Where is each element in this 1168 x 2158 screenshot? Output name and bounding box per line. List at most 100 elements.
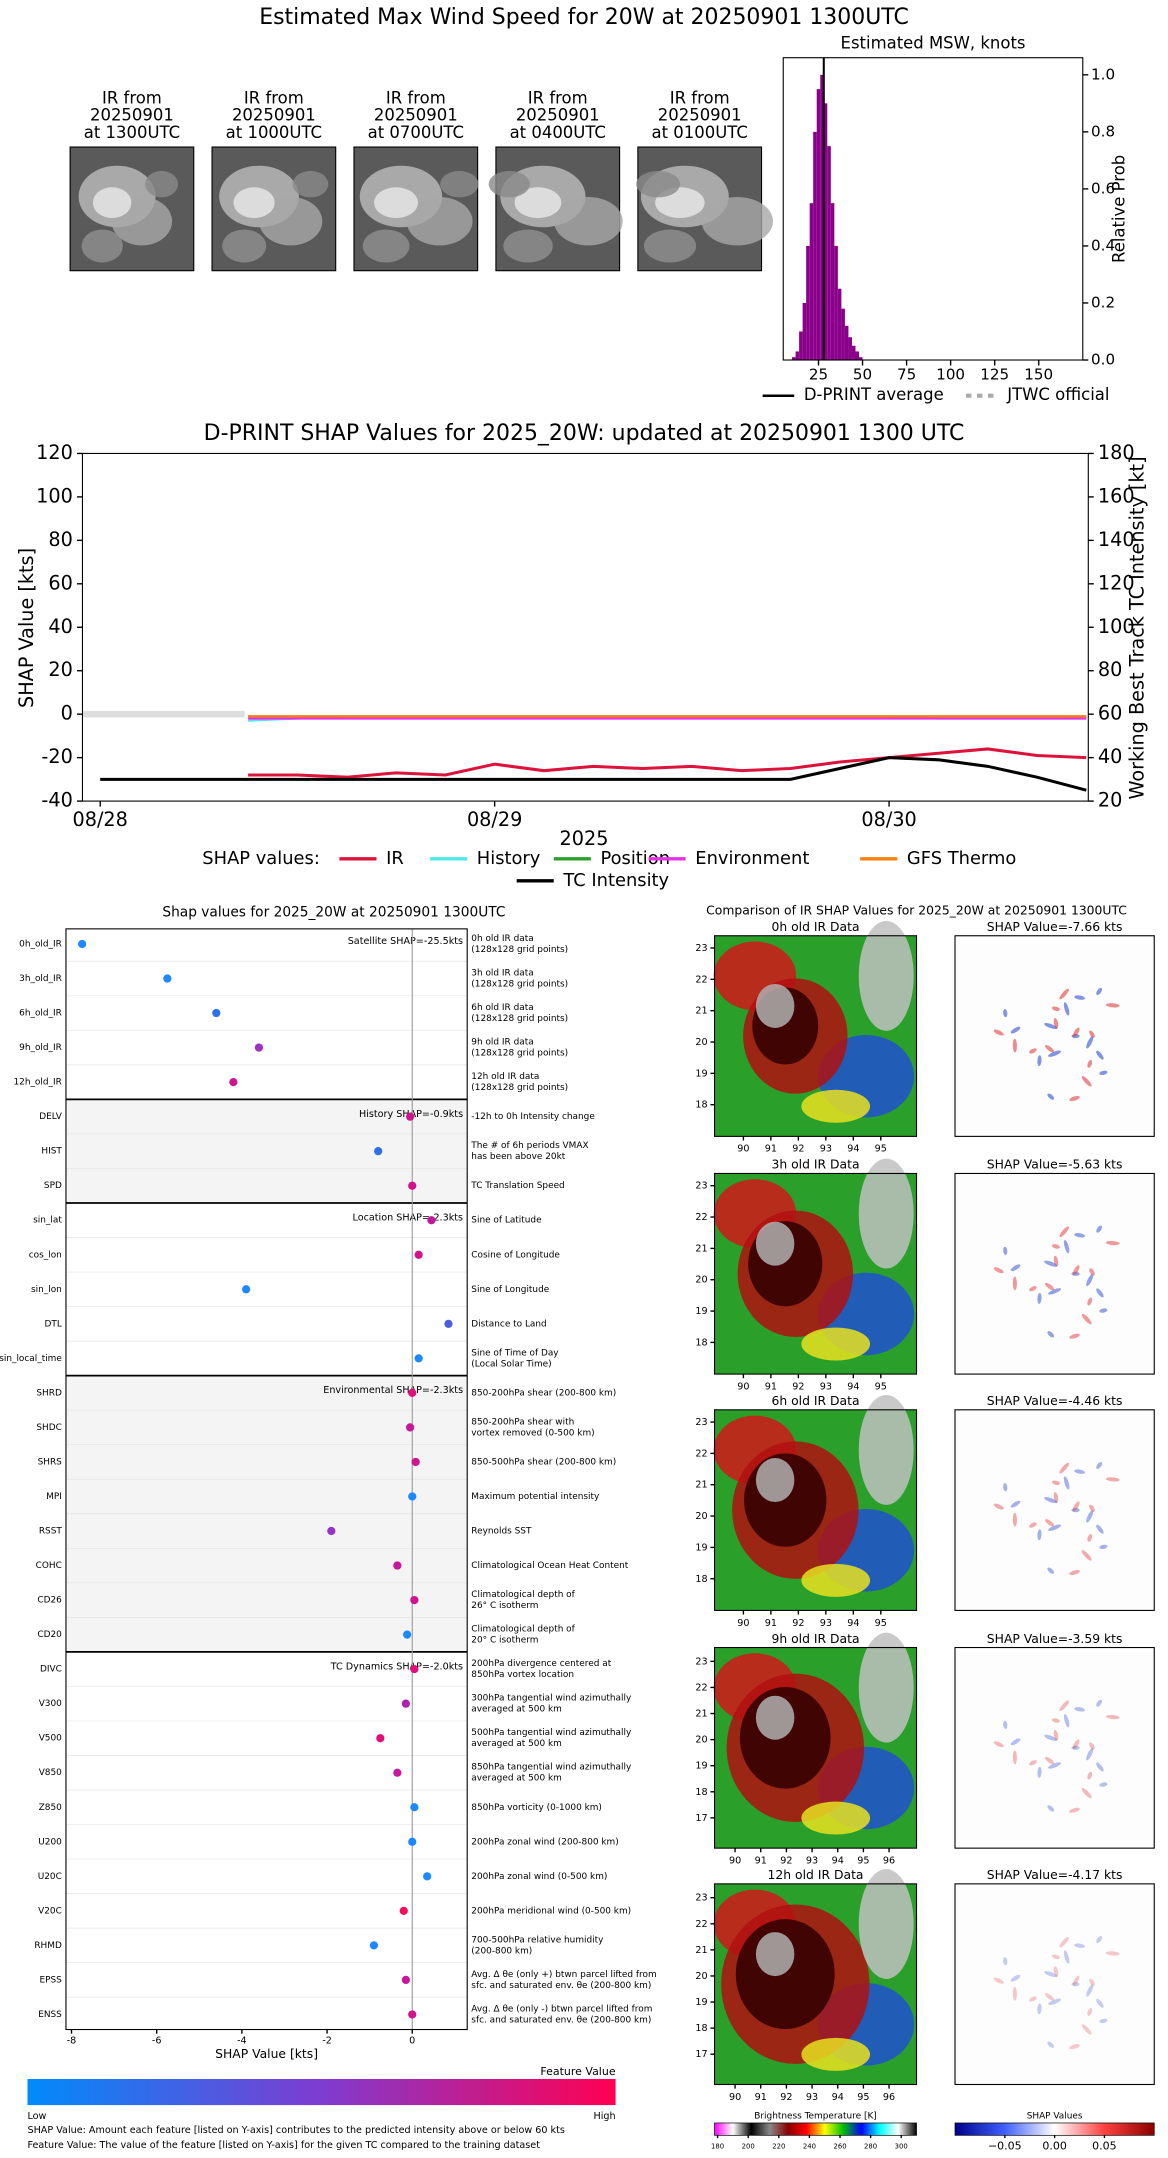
feature-description: Sine of Latitude: [471, 1216, 542, 1226]
shap-dot: [163, 974, 172, 983]
shap-feature: [1089, 1030, 1095, 1038]
ir-panel-title: 0h old IR Data: [771, 920, 859, 934]
shap-dot: [401, 1699, 410, 1708]
histogram-bar: [816, 89, 821, 361]
feature-description: Climatological Ocean Heat Content: [471, 1561, 628, 1571]
shap-feature: [993, 1977, 1004, 1984]
thumbnail-label: IR from: [386, 88, 446, 107]
x-tick-label: 94: [832, 1856, 844, 1867]
histogram-bar: [813, 131, 817, 361]
ir-frame: [713, 1172, 918, 1375]
shap-feature: [1044, 1519, 1055, 1527]
y-tick-label: 22: [695, 1212, 707, 1223]
legend-label: TC Intensity: [562, 870, 669, 891]
feature-label: V20C: [38, 1906, 62, 1916]
y-tick-label: 20: [695, 1037, 707, 1048]
shap-dot: [410, 1595, 419, 1605]
group-label: Location SHAP=-2.3kts: [353, 1212, 464, 1223]
x-tick-label: -4: [237, 2036, 247, 2047]
x-tick-label: 91: [755, 2092, 767, 2103]
y-tick-label: 0.2: [1091, 293, 1115, 311]
shap-dot: [78, 939, 87, 949]
shap-feature: [1048, 1762, 1061, 1769]
thumbnail-label: at 1300UTC: [84, 123, 180, 142]
cloud-shape: [374, 187, 419, 219]
footnote: SHAP Value: Amount each feature [listed …: [27, 2125, 564, 2136]
shap-feature: [1037, 2003, 1042, 2015]
y2-tick-label: 120: [1098, 571, 1135, 594]
shap-feature: [1010, 1264, 1021, 1272]
y-tick-label: 21: [695, 1480, 707, 1491]
shap-feature: [1037, 1055, 1042, 1067]
feature-description: Climatological depth of: [471, 1625, 575, 1635]
y-tick-label: 20: [695, 1735, 707, 1746]
shap-dot: [410, 1803, 419, 1812]
y-tick-label: 19: [695, 1997, 707, 2008]
thumbnail-label: IR from: [528, 88, 588, 107]
shap-panel-title: SHAP Value=-4.46 kts: [987, 1394, 1123, 1408]
x-tick-label: 95: [875, 1144, 887, 1155]
shap-feature: [1087, 1533, 1093, 1542]
x-tick-label: 91: [765, 1144, 777, 1155]
y-tick-label: 21: [695, 1709, 707, 1720]
y-tick-label: 22: [695, 1919, 707, 1930]
x-tick-label: 08/30: [861, 808, 916, 831]
feature-description: 850hPa tangential wind azimuthally: [471, 1763, 632, 1773]
x-tick-label: 93: [806, 2092, 818, 2103]
y-tick-label: 60: [48, 571, 72, 594]
y-tick-label: 21: [695, 1945, 707, 1956]
shap-feature: [1081, 2024, 1092, 2035]
shap-feature: [1071, 1745, 1080, 1750]
thumbnail-label: at 1000UTC: [226, 123, 322, 142]
shap-dot: [408, 1388, 417, 1398]
shap-feature: [1051, 1006, 1060, 1011]
shap-feature: [1044, 1734, 1058, 1741]
shap-feature: [1051, 1244, 1060, 1249]
shap-feature: [1086, 1747, 1094, 1761]
x-tick-label: 95: [875, 1618, 887, 1629]
shap-feature: [1012, 1750, 1017, 1765]
thumbnail-label: 20250901: [90, 106, 174, 125]
shap-feature: [1012, 1038, 1017, 1053]
legend-label: JTWC official: [1006, 385, 1109, 404]
shap-dot: [408, 2010, 417, 2019]
shap-feature: [1051, 1480, 1060, 1486]
x-tick-label: 92: [792, 1144, 804, 1155]
shap-feature: [1047, 1805, 1055, 1812]
shap-feature: [1063, 1950, 1070, 1964]
shap-feature: [1072, 1027, 1080, 1038]
feature-description: 200hPa divergence centered at: [471, 1659, 611, 1669]
thumbnail-label: at 0700UTC: [368, 123, 464, 142]
feature-label: Z850: [39, 1803, 62, 1813]
feature-description: Maximum potential intensity: [471, 1492, 600, 1502]
chart-title: Comparison of IR SHAP Values for 2025_20…: [706, 904, 1127, 918]
shap-dot: [406, 1423, 415, 1432]
y-tick-label: 23: [695, 943, 707, 954]
ir-feature: [755, 1932, 795, 1977]
group-label: TC Dynamics SHAP=-2.0kts: [330, 1661, 463, 1672]
series-line: [100, 756, 1087, 792]
shap-feature: [1105, 1714, 1120, 1720]
shap-dot: [444, 1319, 453, 1328]
shap-feature: [1096, 987, 1103, 995]
plot-frame: [782, 57, 1084, 361]
feature-description: 500hPa tangential wind azimuthally: [471, 1728, 632, 1738]
cloud-shape: [643, 229, 697, 263]
x-tick-label: 91: [765, 1618, 777, 1629]
feature-label: DIVC: [40, 1665, 62, 1675]
shap-feature: [1069, 1807, 1080, 1813]
shap-image: [954, 1172, 1155, 1375]
shap-feature: [1037, 1529, 1042, 1541]
feature-label: RSST: [39, 1527, 63, 1537]
shap-feature: [1071, 1508, 1080, 1513]
feature-description: Cosine of Longitude: [471, 1250, 560, 1260]
feature-description: (128x128 grid points): [471, 1014, 568, 1024]
shap-feature: [1010, 1026, 1021, 1034]
y-tick-label: 23: [695, 1181, 707, 1192]
shap-feature: [1105, 1951, 1120, 1956]
shap-dot: [374, 1147, 383, 1156]
feature-description: 850hPa vorticity (0-1000 km): [471, 1803, 602, 1813]
y2-tick-label: 180: [1098, 441, 1135, 464]
shap-feature: [1105, 1477, 1120, 1482]
